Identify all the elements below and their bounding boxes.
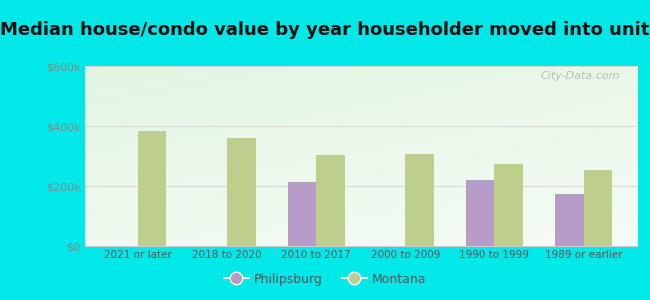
Bar	[227, 138, 255, 246]
Bar	[288, 182, 316, 246]
Bar	[555, 194, 584, 246]
Bar	[466, 180, 495, 246]
Text: Median house/condo value by year householder moved into unit: Median house/condo value by year househo…	[0, 21, 650, 39]
Bar	[138, 130, 166, 246]
Legend: Philipsburg, Montana: Philipsburg, Montana	[219, 268, 431, 291]
Bar	[316, 154, 344, 246]
Bar	[584, 170, 612, 246]
Bar	[495, 164, 523, 246]
Text: City-Data.com: City-Data.com	[541, 71, 620, 81]
Bar	[406, 154, 434, 246]
